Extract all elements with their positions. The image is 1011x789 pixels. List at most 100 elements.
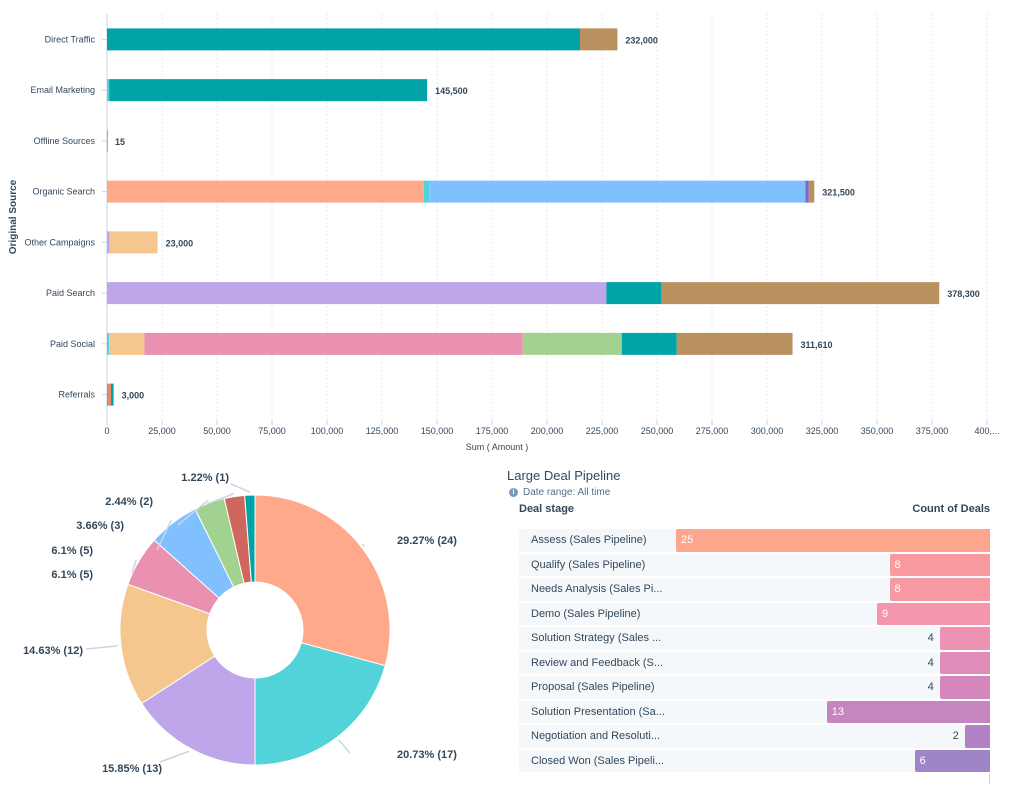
y-tick-label: Organic Search [32,187,95,197]
y-tick-label: Direct Traffic [45,34,96,44]
pipeline-row[interactable]: Assess (Sales Pipeline) 25 [519,529,990,552]
x-tick-label: 400,... [974,426,999,436]
pie-label: 3.66% (3) [76,520,124,532]
x-tick-label: 350,000 [861,426,894,436]
deal-stage-label: Closed Won (Sales Pipeli... [531,754,665,767]
x-axis-title: Sum ( Amount ) [466,442,529,452]
x-tick-label: 75,000 [258,426,286,436]
data-label: 23,000 [166,238,194,248]
deal-count-value: 6 [919,754,926,767]
pipeline-row[interactable]: Demo (Sales Pipeline) 9 [519,602,990,625]
pie-label: 29.27% (24) [397,535,457,547]
data-label: 321,500 [822,188,855,198]
bar-segment [109,332,145,355]
deal-count-value: 8 [894,558,901,571]
pie-label: 1.22% (1) [181,472,229,484]
y-axis-title: Original Source [8,179,19,254]
date-range: i Date range: All time [509,487,610,498]
pipeline-row[interactable]: Needs Analysis (Sales Pi... 8 [519,578,990,601]
deal-count-value: 4 [927,656,934,669]
bar-segment [805,180,809,203]
deal-count-value: 2 [952,730,959,742]
pipeline-row[interactable]: Closed Won (Sales Pipeli... 6 [519,749,990,772]
x-tick-label: 200,000 [531,426,564,436]
deal-stage-label: Assess (Sales Pipeline) [531,534,647,546]
deal-stage-label: Solution Presentation (Sa... [531,705,665,718]
deal-count-value: 13 [831,705,844,718]
y-tick-label: Paid Search [46,288,95,298]
pipeline-row[interactable]: Solution Strategy (Sales ... 4 [519,627,990,650]
deal-count-bar[interactable] [939,651,990,674]
bar-segment [423,180,430,203]
bar-segment [110,383,114,406]
info-icon[interactable]: i [509,488,518,497]
x-tick-label: 275,000 [696,426,729,436]
pie-label: 20.73% (17) [397,749,457,761]
count-of-deals-header[interactable]: Count of Deals [912,503,990,515]
deal-count-value: 8 [894,583,901,595]
pipeline-row[interactable]: Qualify (Sales Pipeline) 8 [519,553,990,576]
x-tick-label: 300,000 [751,426,784,436]
deal-stage-label: Proposal (Sales Pipeline) [531,681,655,693]
deal-count-bar[interactable] [914,749,990,772]
bar-segment [108,383,111,406]
data-label: 232,000 [625,35,658,45]
pipeline-title: Large Deal Pipeline [507,468,621,483]
x-tick-label: 100,000 [311,426,344,436]
date-range-label: Date range: All time [523,487,611,498]
pie-label: 6.1% (5) [51,545,93,557]
pie-label: 6.1% (5) [51,569,93,581]
deal-stage-label: Qualify (Sales Pipeline) [531,558,646,571]
bar-segment [144,332,523,355]
deal-stage-label: Needs Analysis (Sales Pi... [531,583,663,595]
deal-stage-label: Negotiation and Resoluti... [531,730,661,742]
bar-segment [808,180,815,203]
leader-line [206,492,235,505]
pie-slice [119,583,216,705]
leader-line [177,499,209,526]
pipeline-rows: Assess (Sales Pipeline) 25 Qualify (Sales … [519,529,990,774]
bar-segment [661,282,940,305]
data-label: 378,300 [947,289,980,299]
y-tick-label: Offline Sources [34,136,96,146]
x-tick-label: 175,000 [476,426,509,436]
deal-count-bar[interactable] [826,700,990,723]
pie-slice [254,642,386,766]
deal-count-bar[interactable] [876,602,990,625]
bar-segment [429,180,806,203]
bar-segment [606,282,662,305]
deal-stage-label: Review and Feedback (S... [531,656,664,669]
data-label: 311,610 [801,340,833,350]
pipeline-row[interactable]: Proposal (Sales Pipeline) 4 [519,676,990,699]
bar-segment [107,332,110,355]
pie-slice [140,655,256,766]
bar-segment [107,282,607,305]
scrollbar[interactable] [989,774,990,784]
leader-line [156,519,173,551]
bar-segment [107,79,110,102]
deal-count-bar[interactable] [939,676,990,699]
bar-segment [107,383,109,406]
x-tick-label: 150,000 [421,426,454,436]
x-tick-label: 375,000 [916,426,949,436]
pie-label: 2.44% (2) [105,496,153,508]
data-label: 3,000 [122,391,145,401]
bar-segment [107,180,424,203]
deal-count-bar[interactable] [889,578,990,601]
leader-line [85,645,118,650]
deal-stage-header[interactable]: Deal stage [519,503,575,515]
pipeline-row[interactable]: Negotiation and Resoluti... 2 [519,725,990,748]
deal-count-bar[interactable] [964,725,990,748]
deal-count-bar[interactable] [676,529,990,552]
deal-count-bar[interactable] [889,553,990,576]
bar-segment [109,231,158,254]
deal-stage-label: Demo (Sales Pipeline) [531,607,641,620]
bar-segment [107,129,108,152]
deal-count-bar[interactable] [939,627,990,650]
data-label: 15 [115,137,125,147]
data-label: 145,500 [435,86,468,96]
pipeline-row[interactable]: Solution Presentation (Sa... 13 [519,700,990,723]
bar-segment [676,332,793,355]
pipeline-row[interactable]: Review and Feedback (S... 4 [519,651,990,674]
bar-segment [107,28,580,51]
